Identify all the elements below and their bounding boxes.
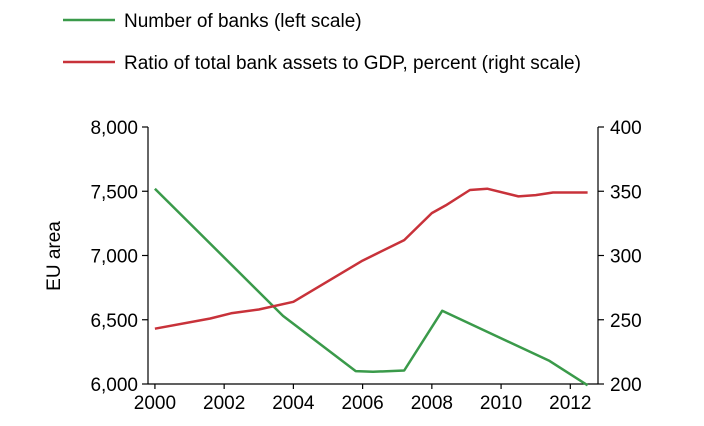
legend-label-banks: Number of banks (left scale): [124, 11, 362, 32]
right-tick-label: 300: [610, 247, 642, 268]
left-tick-label: 7,500: [90, 182, 138, 203]
left-tick-label: 8,000: [90, 118, 138, 139]
legend: Number of banks (left scale) Ratio of to…: [63, 11, 581, 74]
ticks: [142, 126, 604, 389]
series-line-assets-ratio: [154, 187, 588, 330]
series-layer: [154, 187, 589, 387]
x-tick-label: 2000: [134, 393, 176, 414]
left-tick-label: 6,000: [90, 375, 138, 396]
left-tick-label: 6,500: [90, 311, 138, 332]
y-axis-title: EU area: [44, 221, 65, 291]
tick-labels: 6,000 6,500 7,000 7,500 8,000 200 250 300 350 400…: [90, 118, 641, 414]
left-tick-label: 7,000: [90, 247, 138, 268]
x-tick-label: 2010: [480, 393, 522, 414]
right-tick-label: 350: [610, 182, 642, 203]
legend-label-assets-ratio: Ratio of total bank assets to GDP, perce…: [124, 53, 581, 74]
x-tick-label: 2004: [272, 393, 315, 414]
x-tick-label: 2008: [411, 393, 453, 414]
x-tick-label: 2002: [203, 393, 245, 414]
x-tick-label: 2006: [341, 393, 383, 414]
right-tick-label: 250: [610, 311, 642, 332]
right-tick-label: 400: [610, 118, 642, 139]
right-tick-label: 200: [610, 375, 642, 396]
series-line-banks: [154, 187, 589, 387]
x-tick-label: 2012: [549, 393, 591, 414]
